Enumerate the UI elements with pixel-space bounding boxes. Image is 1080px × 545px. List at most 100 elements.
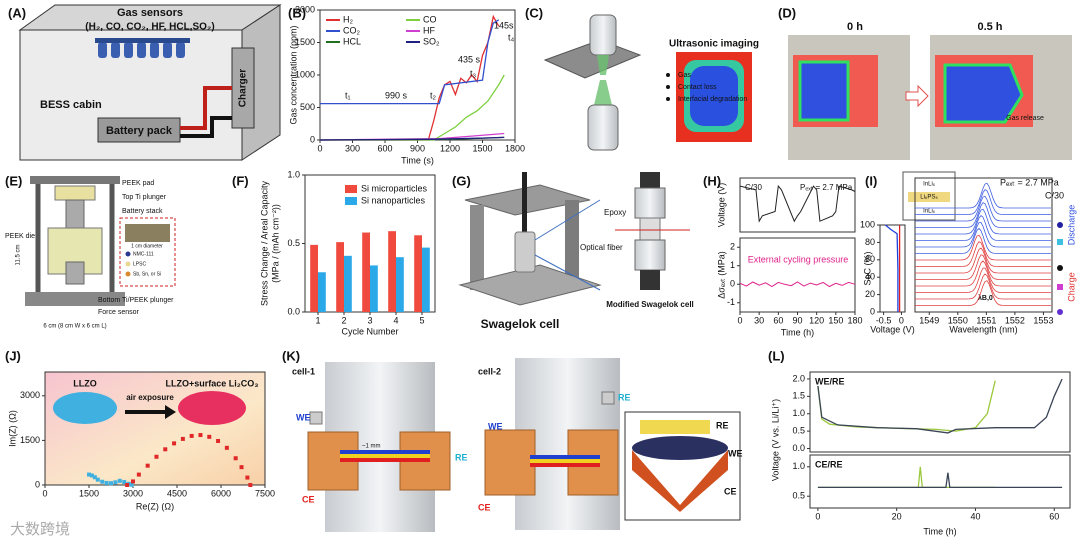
x-tick-label: 4 — [393, 315, 398, 325]
x-tick-label: 1549 — [919, 315, 939, 325]
stripe-yellow — [530, 459, 600, 463]
x-tick-label: 1 — [315, 315, 320, 325]
spectrum — [915, 182, 1051, 209]
y-tick-label: 0.5 — [792, 491, 805, 501]
legend-label: CO — [423, 14, 437, 24]
x-tick-label: 60 — [773, 315, 783, 325]
time-label: 0.5 h — [977, 21, 1002, 33]
point — [131, 479, 135, 484]
state-dot — [1057, 309, 1063, 315]
width: 6 cm (8 cm W x 6 cm L) — [43, 324, 106, 330]
x-tick-label: 120 — [809, 315, 824, 325]
y-tick-label: 2000 — [295, 4, 315, 14]
stripe-red — [530, 463, 600, 467]
x-tick-label: 150 — [828, 315, 843, 325]
legend-label: LPSC — [133, 261, 146, 267]
pellet-llzo — [53, 392, 117, 424]
fitting-body — [639, 217, 661, 241]
x-tick-label: -0.5 — [876, 315, 892, 325]
bar — [362, 232, 370, 312]
point — [224, 445, 229, 450]
line-series — [739, 184, 856, 223]
pouch-blue — [943, 63, 1024, 124]
y-tick-label: 100 — [860, 219, 875, 229]
x-tick-label: 6000 — [211, 488, 231, 498]
y-tick-label: 1500 — [20, 435, 40, 445]
x-tick-label: 1553 — [1033, 315, 1053, 325]
spectrum — [915, 189, 1051, 215]
x-tick-label: 2 — [341, 315, 346, 325]
line-series — [817, 472, 1063, 489]
fitting-top — [640, 172, 660, 188]
inset-label: RE — [716, 420, 729, 430]
y-tick-label: 20 — [865, 289, 875, 299]
peek-pad — [54, 185, 96, 201]
panel-label: (C) — [525, 5, 543, 20]
y-tick-label: -1 — [727, 297, 735, 307]
spectrum — [915, 280, 1051, 306]
fiber-label: Optical fiber — [580, 243, 623, 252]
panel-label: (J) — [5, 348, 21, 363]
point — [198, 433, 203, 438]
discharge: Discharge — [1066, 205, 1076, 246]
legend-dot — [125, 261, 131, 267]
bullet — [666, 85, 670, 89]
stack-label: InLiₓ — [923, 209, 935, 215]
y-axis-title: Gas concentration (ppm) — [288, 25, 298, 124]
point — [100, 479, 105, 484]
pressure-note: External cycling pressure — [748, 254, 849, 264]
point — [245, 475, 250, 480]
modified-title: Modified Swagelok cell — [606, 300, 694, 309]
pressure: Pₑₓₜ = 2.7 MPa — [1000, 177, 1059, 187]
screw — [601, 391, 615, 405]
stack-label: InLiₓ — [923, 182, 935, 188]
bar — [318, 272, 326, 312]
legend-label: HF — [423, 25, 435, 35]
legend-swatch — [345, 197, 357, 205]
cell-name: cell-2 — [478, 366, 501, 376]
spectrum — [915, 195, 1051, 222]
point — [136, 472, 141, 477]
stand-base — [458, 264, 602, 306]
spectrum — [915, 208, 1051, 235]
line-series — [739, 281, 856, 288]
legend-label: Sb, Sn, or Si — [133, 271, 161, 277]
ce: CE — [302, 494, 315, 504]
spectrum — [915, 241, 1051, 267]
x-axis-title: Voltage (V) — [870, 324, 915, 334]
lambda: λB,0 — [978, 294, 993, 302]
plot-frame — [809, 454, 1071, 509]
sensor — [111, 42, 120, 58]
x-tick-label: 0 — [815, 511, 820, 521]
charge: Charge — [1066, 272, 1076, 302]
bar — [422, 247, 430, 312]
point — [145, 463, 150, 468]
legend-label: SO₂ — [423, 36, 440, 46]
ultrasonic-map-core — [690, 66, 738, 126]
ce-layer — [632, 450, 728, 512]
sensor-row — [98, 42, 185, 58]
x-tick-label: 900 — [410, 143, 425, 153]
bar — [310, 244, 318, 312]
cell-name: cell-1 — [292, 366, 315, 376]
stripe-red — [340, 458, 430, 462]
point — [180, 436, 185, 441]
x-tick-label: 20 — [892, 511, 902, 521]
cell1-block — [307, 431, 359, 491]
we: WE — [296, 412, 311, 422]
panel-label: (D) — [778, 5, 796, 20]
time-label: 0 h — [847, 21, 863, 33]
cell-title: Swagelok cell — [481, 317, 560, 331]
pellet-coated — [178, 391, 246, 425]
y-tick-label: 0 — [35, 479, 40, 489]
y-tick-label: 0.0 — [792, 443, 805, 453]
y-tick-label: 500 — [300, 102, 315, 112]
gas-release: Gas release — [1006, 115, 1044, 122]
x-tick-label: 300 — [345, 143, 360, 153]
point — [117, 478, 122, 483]
arrow — [905, 84, 929, 108]
electrolyte-layer — [908, 192, 950, 202]
y-tick-label: 0 — [730, 279, 735, 289]
imaging-item: Contact loss — [678, 84, 717, 91]
